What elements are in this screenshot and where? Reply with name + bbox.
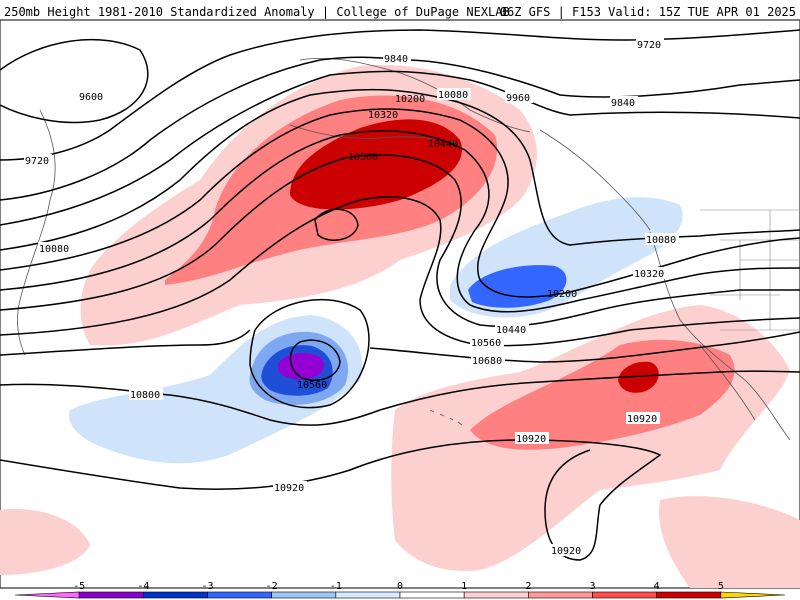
colorbar-tick-label: -5 — [73, 581, 85, 592]
contour-label: 10440 — [428, 139, 458, 150]
colorbar-tick-label: 3 — [589, 581, 595, 592]
positive-anomaly-region — [659, 496, 800, 588]
colorbar-segment — [463, 591, 529, 599]
colorbar-segment — [207, 591, 272, 599]
map-title: 250mb Height 1981-2010 Standardized Anom… — [4, 5, 510, 19]
colorbar-tick-label: -2 — [266, 581, 278, 592]
positive-anomaly-region — [470, 339, 735, 450]
contour-9960 — [0, 70, 800, 226]
colorbar-segment — [271, 591, 337, 599]
contour-label: 10320 — [368, 110, 398, 121]
negative-anomaly-region — [468, 265, 567, 308]
colorbar-segment — [399, 591, 465, 599]
contour-label: 10560 — [348, 152, 378, 163]
run-info: 06Z GFS | F153 Valid: 15Z TUE APR 01 202… — [499, 5, 796, 19]
colorbar-segment — [143, 591, 208, 599]
contour-label: 9840 — [611, 98, 635, 109]
contour-label: 10320 — [634, 269, 664, 280]
contour-label: 10560 — [471, 338, 501, 349]
colorbar-tick-label: 5 — [718, 581, 724, 592]
contour-label: 10440 — [496, 325, 526, 336]
alaska-coast — [299, 57, 531, 133]
contour-label: 10080 — [646, 235, 676, 246]
colorbar-arrow-left — [14, 591, 80, 599]
contour-label: 10920 — [274, 483, 304, 494]
contour-label: 10920 — [551, 546, 581, 557]
colorbar: -5 -4 -3 -2 -1 0 1 2 3 4 5 — [14, 581, 786, 599]
contour-label: 10680 — [472, 356, 502, 367]
colorbar-segment — [335, 591, 401, 599]
state-lines — [700, 209, 800, 331]
negative-anomaly-region — [278, 353, 324, 380]
colorbar-tick-label: 4 — [654, 581, 660, 592]
contour-label: 10200 — [395, 94, 425, 105]
contour-label: 10080 — [39, 244, 69, 255]
contour-labels: 9600 9720 9720 9840 9840 9960 10080 1008… — [24, 38, 679, 557]
contour-high-inner — [314, 208, 359, 241]
hawaii-islands — [429, 409, 463, 426]
colorbar-segment — [78, 591, 144, 599]
baja-coast — [699, 344, 756, 421]
contour-10560-low — [289, 339, 341, 382]
contour-10680 — [0, 329, 800, 363]
contour-label: 9600 — [79, 92, 103, 103]
contour-label: 9840 — [384, 54, 408, 65]
colorbar-tick-label: -4 — [137, 581, 149, 592]
contour-10440 — [0, 154, 800, 328]
colorbar-arrow-right — [720, 591, 786, 599]
contour-9840 — [0, 56, 800, 201]
contour-10560 — [0, 196, 800, 347]
positive-anomaly-region — [290, 119, 462, 210]
colorbar-tick-label: 1 — [461, 581, 467, 592]
positive-anomaly-region — [0, 509, 90, 575]
coastlines — [17, 57, 800, 441]
colorbar-segment — [528, 591, 593, 599]
colorbar-segment — [656, 591, 722, 599]
contour-label: 10080 — [438, 90, 468, 101]
canada-coast — [539, 129, 651, 231]
contour-label: 10560 — [297, 380, 327, 391]
contour-label: 9720 — [637, 40, 661, 51]
contour-10680-low — [249, 298, 370, 409]
contour-10320 — [0, 130, 800, 313]
colorbar-tick-label: 2 — [525, 581, 531, 592]
colorbar-tick-label: -1 — [330, 581, 342, 592]
contour-label: 10800 — [130, 390, 160, 401]
contour-label: 9720 — [25, 156, 49, 167]
colorbar-segment — [592, 591, 657, 599]
contour-label: 9960 — [506, 93, 530, 104]
contour-9600 — [0, 38, 149, 124]
positive-anomaly-region — [618, 361, 659, 393]
contour-label: 10920 — [627, 414, 657, 425]
contour-label: 10200 — [547, 289, 577, 300]
contour-label: 10920 — [516, 434, 546, 445]
colorbar-tick-label: 0 — [397, 581, 403, 592]
colorbar-tick-label: -3 — [201, 581, 213, 592]
